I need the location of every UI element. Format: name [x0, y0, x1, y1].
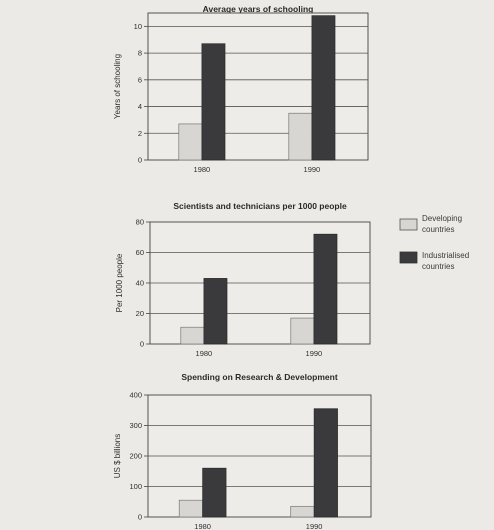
chart-3-ylabel: US $ billions [113, 434, 122, 478]
legend-label-industrialised-line1: Industrialised [422, 251, 469, 260]
charts-layer: Average years of schooling 0 2 4 6 8 10 Years o… [113, 4, 372, 530]
chart-1-ytick-label: 2 [138, 129, 142, 138]
chart-1-bar-industrialised-1990 [311, 15, 336, 161]
chart-3-bar-industrialised-1990 [313, 408, 338, 518]
chart-3-ytick-label: 100 [129, 482, 142, 491]
legend-label-developing-line1: Developing [422, 214, 462, 223]
chart-3-bar-industrialised-1980 [202, 467, 227, 518]
chart-1: Average years of schooling 0 2 4 6 8 10 Years o… [113, 4, 369, 174]
chart-1-ylabel: Years of schooling [113, 54, 122, 119]
chart-3-ytick-label: 300 [129, 421, 142, 430]
chart-3-xtick-label: 1990 [306, 522, 323, 530]
chart-1-title: Average years of schooling [203, 4, 314, 14]
legend-label-developing-line2: countries [422, 225, 454, 234]
chart-2-ylabel: Per 1000 people [115, 253, 124, 312]
chart-2-bar-industrialised-1990 [313, 233, 338, 345]
chart-2-title: Scientists and technicians per 1000 peop… [173, 201, 347, 211]
chart-1-ytick-label: 0 [138, 156, 142, 165]
chart-3: Spending on Research & Development 0 100 20… [113, 372, 372, 530]
chart-1-ytick-label: 10 [134, 22, 142, 31]
chart-1-bar-developing-1980 [178, 123, 203, 161]
chart-1-ytick-label: 6 [138, 75, 142, 84]
chart-2-ytick-label: 20 [136, 309, 144, 318]
chart-3-ytick-label: 0 [138, 513, 142, 522]
chart-1-ytick-label: 4 [138, 102, 142, 111]
chart-2-ytick-label: 60 [136, 248, 144, 257]
chart-1-bar-developing-1990 [288, 112, 313, 161]
chart-2-ytick-label: 80 [136, 218, 144, 227]
legend-item-industrialised: Industrialised countries [399, 251, 469, 271]
legend-swatch-developing [399, 218, 418, 231]
legend-label-industrialised-line2: countries [422, 262, 454, 271]
chart-3-xtick-label: 1980 [194, 522, 211, 530]
chart-2-xtick-label: 1990 [306, 349, 323, 358]
legend-item-developing: Developing countries [399, 214, 462, 234]
chart-2: Scientists and technicians per 1000 peop… [115, 201, 371, 358]
chart-3-ytick-label: 400 [129, 391, 142, 400]
chart-3-title: Spending on Research & Development [181, 372, 338, 382]
chart-2-bar-industrialised-1980 [203, 278, 228, 345]
chart-2-bar-developing-1990 [290, 317, 315, 345]
chart-1-xtick-label: 1980 [194, 165, 211, 174]
chart-1-bar-industrialised-1980 [201, 43, 226, 161]
chart-1-ytick-label: 8 [138, 49, 142, 58]
chart-3-ytick-label: 200 [129, 452, 142, 461]
chart-1-xtick-label: 1990 [304, 165, 321, 174]
chart-2-ytick-label: 40 [136, 279, 144, 288]
legend: Developing countries Industrialised coun… [399, 214, 469, 271]
chart-2-bar-developing-1980 [180, 326, 205, 345]
chart-2-ytick-label: 0 [140, 340, 144, 349]
legend-swatch-industrialised [399, 251, 418, 264]
chart-3-bar-developing-1980 [178, 499, 203, 518]
chart-3-bar-developing-1990 [290, 505, 315, 518]
chart-2-xtick-label: 1980 [196, 349, 213, 358]
